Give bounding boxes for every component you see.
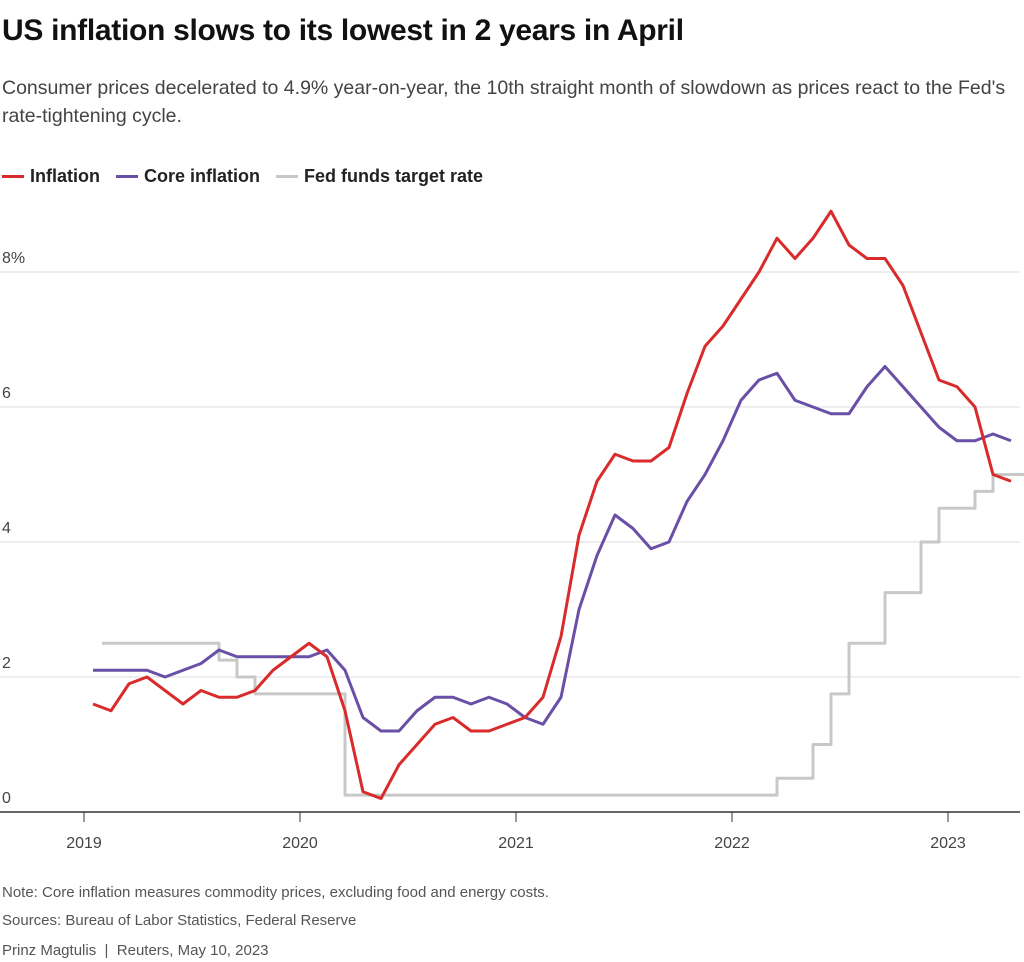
- y-tick-label: 6: [2, 385, 11, 402]
- x-tick-label: 2023: [930, 835, 966, 852]
- legend-swatch-core-inflation: [116, 175, 138, 178]
- x-tick-label: 2020: [282, 835, 318, 852]
- footer-note: Note: Core inflation measures commodity …: [2, 884, 549, 901]
- legend: Inflation Core inflation Fed funds targe…: [2, 166, 489, 187]
- legend-swatch-fed-funds: [276, 175, 298, 178]
- legend-label: Core inflation: [144, 166, 260, 186]
- footer-credit: Prinz Magtulis | Reuters, May 10, 2023: [2, 942, 269, 959]
- y-tick-label: 2: [2, 655, 11, 672]
- y-tick-label: 0: [2, 790, 11, 807]
- legend-item-inflation: Inflation: [2, 166, 100, 187]
- chart-title: US inflation slows to its lowest in 2 ye…: [2, 14, 684, 47]
- legend-item-fed-funds: Fed funds target rate: [276, 166, 483, 187]
- x-tick-label: 2022: [714, 835, 750, 852]
- legend-item-core-inflation: Core inflation: [116, 166, 260, 187]
- series-line-core-inflation: [93, 365, 1012, 733]
- legend-label: Fed funds target rate: [304, 166, 484, 186]
- chart-subtitle: Consumer prices decelerated to 4.9% year…: [2, 77, 1006, 127]
- x-tick-label: 2021: [498, 835, 534, 852]
- footer-sources: Sources: Bureau of Labor Statistics, Fed…: [2, 912, 357, 929]
- y-tick-label: 4: [2, 520, 11, 537]
- legend-label: Inflation: [30, 166, 100, 186]
- legend-swatch-inflation: [2, 175, 24, 178]
- x-tick-label: 2019: [66, 835, 102, 852]
- y-tick-label: 8%: [2, 250, 25, 267]
- series-line-fed-funds-target-rate: [102, 473, 1024, 797]
- series-line-inflation: [92, 209, 1012, 800]
